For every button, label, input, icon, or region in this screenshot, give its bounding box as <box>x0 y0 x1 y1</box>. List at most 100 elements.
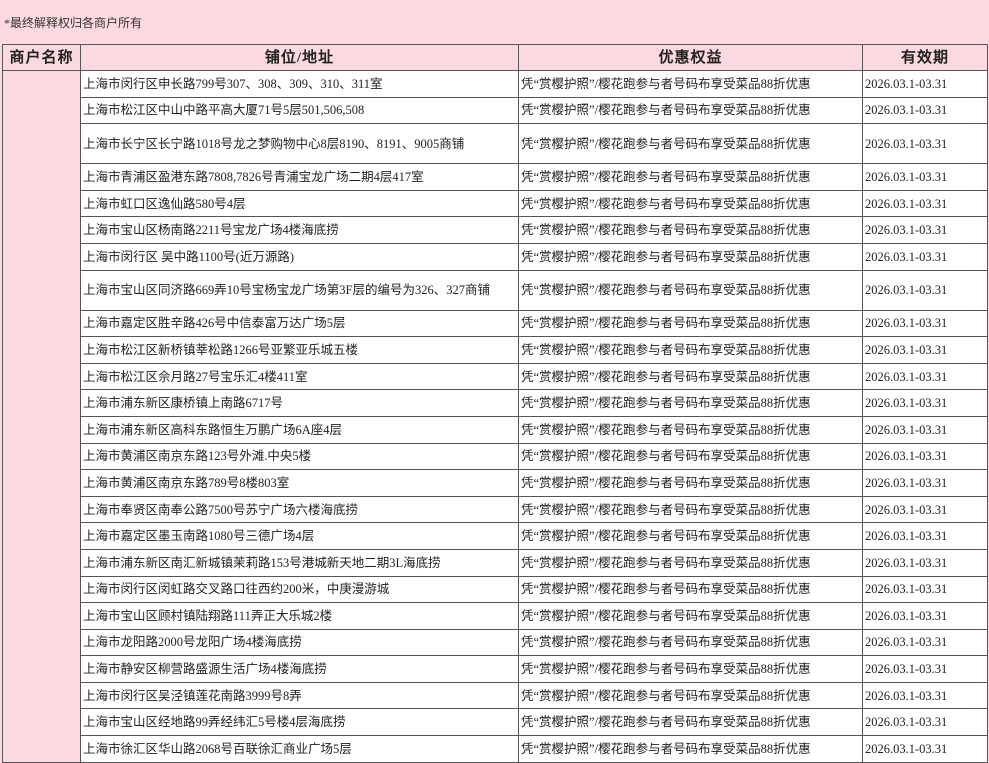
validity-cell: 2026.03.1-03.31 <box>862 469 988 497</box>
table-row: 上海市松江区中山中路平高大厦71号5层501,506,508 凭“赏樱护照”/樱花… <box>3 96 988 125</box>
benefit-cell: 凭“赏樱护照”/樱花跑参与者号码布享受菜品88折优惠 <box>518 469 863 497</box>
benefit-cell: 凭“赏樱护照”/樱花跑参与者号码布享受菜品88折优惠 <box>518 575 863 604</box>
benefit-cell: 凭“赏樱护照”/樱花跑参与者号码布享受菜品88折优惠 <box>518 415 863 444</box>
disclaimer-note: *最终解释权归各商户所有 <box>4 16 143 30</box>
table-row: 上海市闵行区 吴中路1100号(近万源路) 凭“赏樱护照”/樱花跑参与者号码布享受… <box>3 242 988 271</box>
validity-cell: 2026.03.1-03.31 <box>862 602 988 630</box>
benefit-cell: 凭“赏樱护照”/樱花跑参与者号码布享受菜品88折优惠 <box>518 522 863 550</box>
address-cell: 上海市松江区佘月路27号宝乐汇4楼411室 <box>80 362 519 391</box>
table-row: 上海市徐汇区华山路2068号百联徐汇商业广场5层 凭“赏樱护照”/樱花跑参与者号码… <box>3 735 988 763</box>
address-cell: 上海市徐汇区华山路2068号百联徐汇商业广场5层 <box>80 735 519 763</box>
table-row: 上海市宝山区同济路669弄10号宝杨宝龙广场第3F层的编号为326、327商铺凭… <box>3 269 988 311</box>
validity-cell: 2026.03.1-03.31 <box>862 242 988 271</box>
address-cell: 上海市宝山区同济路669弄10号宝杨宝龙广场第3F层的编号为326、327商铺 <box>80 269 519 311</box>
validity-cell: 2026.03.1-03.31 <box>862 495 988 524</box>
header-address: 铺位/地址 <box>80 44 519 71</box>
validity-cell: 2026.03.1-03.31 <box>862 163 988 191</box>
benefit-cell: 凭“赏樱护照”/樱花跑参与者号码布享受菜品88折优惠 <box>518 389 863 417</box>
table-row: 上海市长宁区长宁路1018号龙之梦购物中心8层8190、8191、9005商铺凭… <box>3 123 988 165</box>
benefit-cell: 凭“赏樱护照”/樱花跑参与者号码布享受菜品88折优惠 <box>518 216 863 244</box>
address-cell: 上海市黄浦区南京东路789号8楼803室 <box>80 469 519 497</box>
validity-cell: 2026.03.1-03.31 <box>862 362 988 391</box>
address-cell: 上海市闵行区申长路799号307、308、309、310、311室 <box>80 70 519 98</box>
address-cell: 上海市浦东新区南汇新城镇茉莉路153号港城新天地二期3L海底捞 <box>80 548 519 577</box>
validity-cell: 2026.03.1-03.31 <box>862 309 988 338</box>
table-row: 上海市静安区柳营路盛源生活广场4楼海底捞 凭“赏樱护照”/樱花跑参与者号码布享受菜… <box>3 655 988 683</box>
merchant-name-cell <box>2 70 81 763</box>
benefit-cell: 凭“赏樱护照”/樱花跑参与者号码布享受菜品88折优惠 <box>518 70 863 98</box>
table-row: 上海市浦东新区康桥镇上南路6717号 凭“赏樱护照”/樱花跑参与者号码布享受菜品8… <box>3 389 988 417</box>
address-cell: 上海市松江区中山中路平高大厦71号5层501,506,508 <box>80 96 519 125</box>
header-benefit: 优惠权益 <box>518 44 863 71</box>
table-row: 上海市松江区新桥镇莘松路1266号亚繁亚乐城五楼 凭“赏樱护照”/樱花跑参与者号码… <box>3 336 988 364</box>
address-cell: 上海市奉贤区南奉公路7500号苏宁广场六楼海底捞 <box>80 495 519 524</box>
address-cell: 上海市闵行区吴泾镇莲花南路3999号8弄 <box>80 681 519 710</box>
benefit-cell: 凭“赏樱护照”/樱花跑参与者号码布享受菜品88折优惠 <box>518 548 863 577</box>
benefit-cell: 凭“赏樱护照”/樱花跑参与者号码布享受菜品88折优惠 <box>518 123 863 165</box>
address-cell: 上海市龙阳路2000号龙阳广场4楼海底捞 <box>80 628 519 657</box>
benefit-cell: 凭“赏樱护照”/樱花跑参与者号码布享受菜品88折优惠 <box>518 602 863 630</box>
address-cell: 上海市嘉定区胜辛路426号中信泰富万达广场5层 <box>80 309 519 338</box>
validity-cell: 2026.03.1-03.31 <box>862 189 988 218</box>
merchant-table: 商户名称 铺位/地址 优惠权益 有效期 上海市闵行区申长路799号307、308… <box>2 44 988 763</box>
benefit-cell: 凭“赏樱护照”/樱花跑参与者号码布享受菜品88折优惠 <box>518 362 863 391</box>
address-cell: 上海市静安区柳营路盛源生活广场4楼海底捞 <box>80 655 519 683</box>
validity-cell: 2026.03.1-03.31 <box>862 442 988 471</box>
table-row: 上海市宝山区杨南路2211号宝龙广场4楼海底捞 凭“赏樱护照”/樱花跑参与者号码布… <box>3 216 988 244</box>
table-header-row: 商户名称 铺位/地址 优惠权益 有效期 <box>2 44 988 71</box>
table-row: 上海市青浦区盈港东路7808,7826号青浦宝龙广场二期4层417室 凭“赏樱护照… <box>3 163 988 191</box>
benefit-cell: 凭“赏樱护照”/樱花跑参与者号码布享受菜品88折优惠 <box>518 309 863 338</box>
validity-cell: 2026.03.1-03.31 <box>862 575 988 604</box>
validity-cell: 2026.03.1-03.31 <box>862 655 988 683</box>
benefit-cell: 凭“赏樱护照”/樱花跑参与者号码布享受菜品88折优惠 <box>518 708 863 737</box>
validity-cell: 2026.03.1-03.31 <box>862 216 988 244</box>
address-cell: 上海市嘉定区墨玉南路1080号三德广场4层 <box>80 522 519 550</box>
validity-cell: 2026.03.1-03.31 <box>862 415 988 444</box>
validity-cell: 2026.03.1-03.31 <box>862 123 988 165</box>
table-row: 上海市奉贤区南奉公路7500号苏宁广场六楼海底捞 凭“赏樱护照”/樱花跑参与者号码… <box>3 495 988 524</box>
table-row: 上海市闵行区闵虹路交叉路口往西约200米，中庚漫游城 凭“赏樱护照”/樱花跑参与者… <box>3 575 988 604</box>
address-cell: 上海市宝山区顾村镇陆翔路111弄正大乐城2楼 <box>80 602 519 630</box>
validity-cell: 2026.03.1-03.31 <box>862 336 988 364</box>
address-cell: 上海市青浦区盈港东路7808,7826号青浦宝龙广场二期4层417室 <box>80 163 519 191</box>
table-row: 上海市黄浦区南京东路789号8楼803室 凭“赏樱护照”/樱花跑参与者号码布享受菜… <box>3 469 988 497</box>
validity-cell: 2026.03.1-03.31 <box>862 522 988 550</box>
address-cell: 上海市松江区新桥镇莘松路1266号亚繁亚乐城五楼 <box>80 336 519 364</box>
address-cell: 上海市浦东新区高科东路恒生万鹏广场6A座4层 <box>80 415 519 444</box>
table-row: 上海市宝山区经地路99弄经纬汇5号楼4层海底捞 凭“赏樱护照”/樱花跑参与者号码布… <box>3 708 988 737</box>
validity-cell: 2026.03.1-03.31 <box>862 628 988 657</box>
table-row: 上海市宝山区顾村镇陆翔路111弄正大乐城2楼 凭“赏樱护照”/樱花跑参与者号码布享… <box>3 602 988 630</box>
benefit-cell: 凭“赏樱护照”/樱花跑参与者号码布享受菜品88折优惠 <box>518 269 863 311</box>
table-row: 上海市虹口区逸仙路580号4层 凭“赏樱护照”/樱花跑参与者号码布享受菜品88折优… <box>3 189 988 218</box>
benefit-cell: 凭“赏樱护照”/樱花跑参与者号码布享受菜品88折优惠 <box>518 442 863 471</box>
benefit-cell: 凭“赏樱护照”/樱花跑参与者号码布享受菜品88折优惠 <box>518 242 863 271</box>
table-row: 上海市松江区佘月路27号宝乐汇4楼411室 凭“赏樱护照”/樱花跑参与者号码布享受… <box>3 362 988 391</box>
address-cell: 上海市浦东新区康桥镇上南路6717号 <box>80 389 519 417</box>
table-row: 上海市闵行区吴泾镇莲花南路3999号8弄 凭“赏樱护照”/樱花跑参与者号码布享受菜… <box>3 681 988 710</box>
validity-cell: 2026.03.1-03.31 <box>862 735 988 763</box>
validity-cell: 2026.03.1-03.31 <box>862 269 988 311</box>
address-cell: 上海市长宁区长宁路1018号龙之梦购物中心8层8190、8191、9005商铺 <box>80 123 519 165</box>
address-cell: 上海市虹口区逸仙路580号4层 <box>80 189 519 218</box>
benefit-cell: 凭“赏樱护照”/樱花跑参与者号码布享受菜品88折优惠 <box>518 96 863 125</box>
benefit-cell: 凭“赏樱护照”/樱花跑参与者号码布享受菜品88折优惠 <box>518 681 863 710</box>
header-merchant: 商户名称 <box>2 44 81 71</box>
benefit-cell: 凭“赏樱护照”/樱花跑参与者号码布享受菜品88折优惠 <box>518 735 863 763</box>
validity-cell: 2026.03.1-03.31 <box>862 70 988 98</box>
benefit-cell: 凭“赏樱护照”/樱花跑参与者号码布享受菜品88折优惠 <box>518 655 863 683</box>
benefit-cell: 凭“赏樱护照”/樱花跑参与者号码布享受菜品88折优惠 <box>518 336 863 364</box>
header-validity: 有效期 <box>862 44 988 71</box>
table-row: 上海市黄浦区南京东路123号外滩.中央5楼 凭“赏樱护照”/樱花跑参与者号码布享受… <box>3 442 988 471</box>
table-row: 上海市浦东新区高科东路恒生万鹏广场6A座4层 凭“赏樱护照”/樱花跑参与者号码布享… <box>3 415 988 444</box>
benefit-cell: 凭“赏樱护照”/樱花跑参与者号码布享受菜品88折优惠 <box>518 495 863 524</box>
address-cell: 上海市闵行区 吴中路1100号(近万源路) <box>80 242 519 271</box>
benefit-cell: 凭“赏樱护照”/樱花跑参与者号码布享受菜品88折优惠 <box>518 628 863 657</box>
table-row: 上海市浦东新区南汇新城镇茉莉路153号港城新天地二期3L海底捞 凭“赏樱护照”/樱… <box>3 548 988 577</box>
table-row: 上海市嘉定区胜辛路426号中信泰富万达广场5层 凭“赏樱护照”/樱花跑参与者号码布… <box>3 309 988 338</box>
validity-cell: 2026.03.1-03.31 <box>862 681 988 710</box>
table-row: 上海市闵行区申长路799号307、308、309、310、311室 凭“赏樱护照”… <box>2 70 988 763</box>
validity-cell: 2026.03.1-03.31 <box>862 389 988 417</box>
validity-cell: 2026.03.1-03.31 <box>862 708 988 737</box>
validity-cell: 2026.03.1-03.31 <box>862 96 988 125</box>
table-row: 上海市嘉定区墨玉南路1080号三德广场4层 凭“赏樱护照”/樱花跑参与者号码布享受… <box>3 522 988 550</box>
